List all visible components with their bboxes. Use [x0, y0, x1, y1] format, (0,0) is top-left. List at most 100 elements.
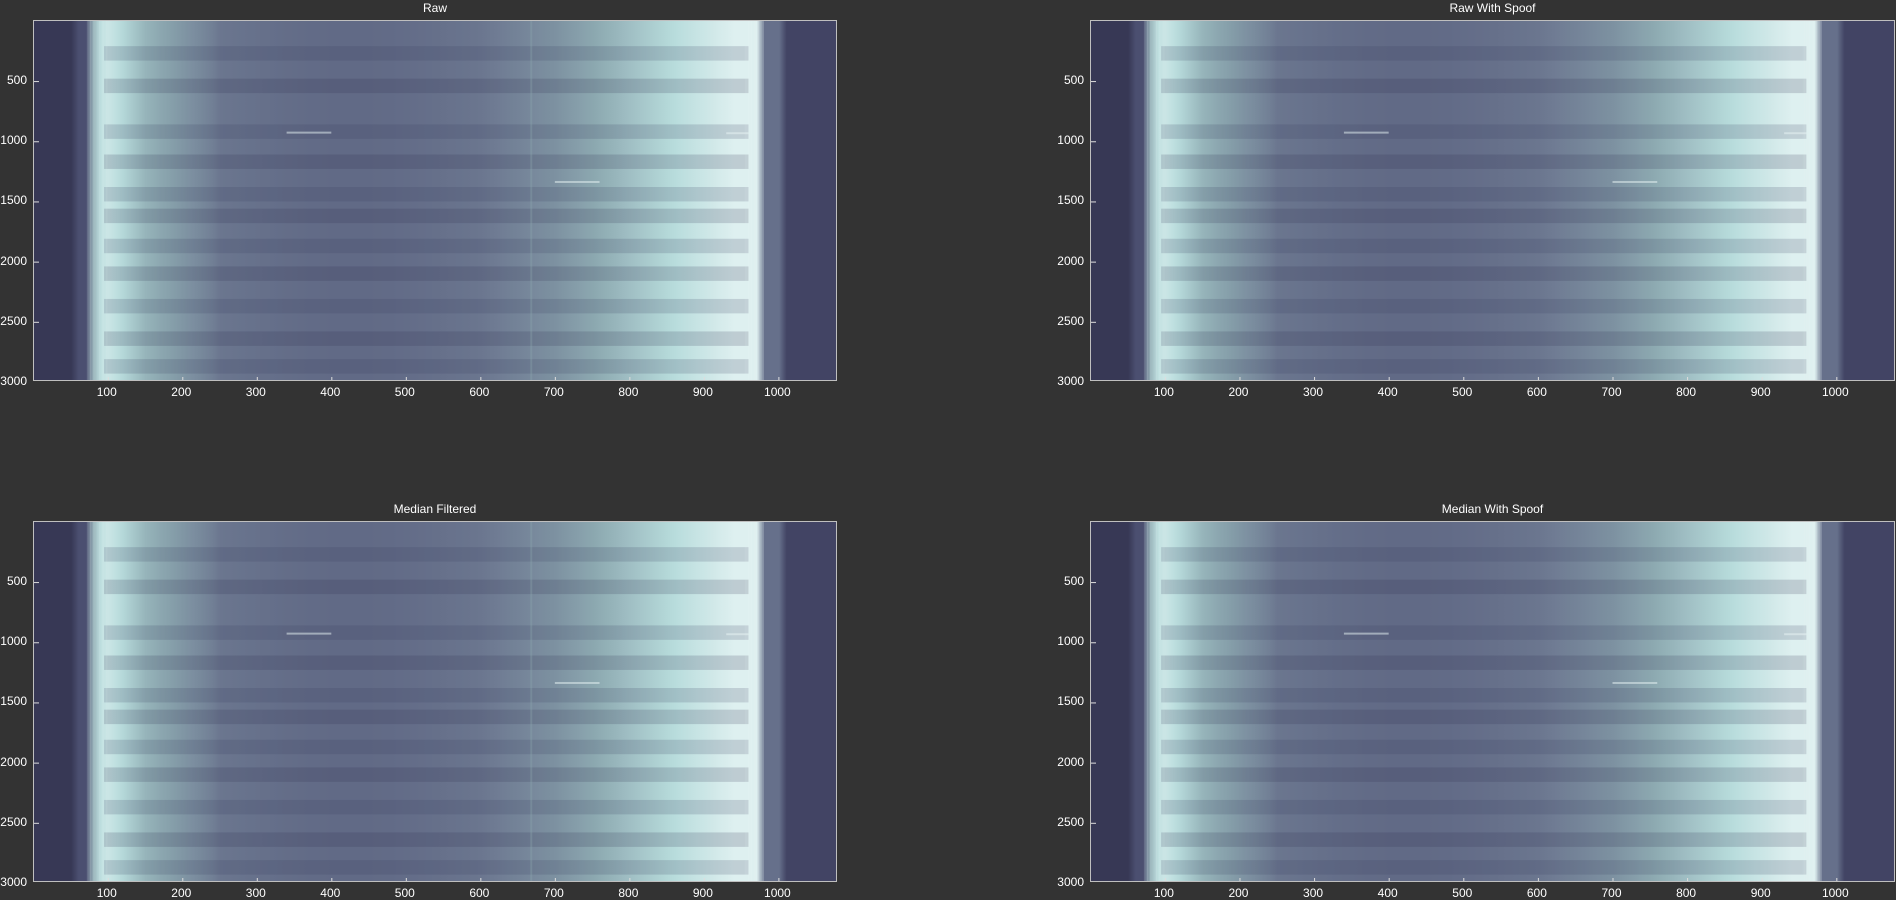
edge-streak [1811, 522, 1813, 881]
y-tick-mark [34, 702, 39, 704]
edge-streak [1817, 522, 1819, 881]
y-tick-label: 3000 [1057, 374, 1084, 388]
x-tick-mark [778, 878, 780, 881]
edge-streak [103, 21, 105, 380]
edge-streak [104, 21, 106, 380]
heatmap-raw [34, 21, 836, 380]
edge-streak [1161, 21, 1163, 380]
edge-streak [1148, 21, 1150, 380]
x-tick-label: 900 [1750, 886, 1771, 900]
edge-streak [88, 21, 90, 380]
edge-streak [1152, 21, 1154, 380]
heatmap-band [1161, 238, 1807, 254]
heatmap-field [34, 21, 836, 380]
edge-streak [756, 522, 758, 881]
y-tick-label: 1500 [0, 694, 27, 709]
heatmap-band [104, 799, 749, 815]
x-tick-label: 200 [1228, 886, 1249, 900]
x-tick-mark [405, 377, 407, 380]
x-tick-label: 500 [394, 886, 415, 900]
x-tick-mark [554, 878, 556, 881]
x-tick-mark [1239, 377, 1241, 380]
x-tick-label: 600 [1526, 886, 1547, 900]
y-tick-label: 2500 [1057, 313, 1084, 328]
edge-streak [91, 522, 93, 881]
edge-streak [1163, 21, 1165, 380]
heatmap-band [1161, 78, 1807, 94]
edge-streak [759, 522, 761, 881]
edge-streak [1811, 21, 1813, 380]
edge-streak [1819, 21, 1821, 380]
heatmap-band [104, 266, 749, 281]
edge-streak [747, 522, 749, 881]
x-tick-label: 400 [320, 886, 341, 900]
y-tick-mark [34, 762, 39, 764]
edge-streak [95, 522, 97, 881]
y-tick-label: 500 [6, 574, 27, 589]
edge-streak [1152, 522, 1154, 881]
x-tick-label: 1000 [764, 385, 791, 399]
y-tick-mark [1091, 321, 1096, 323]
vertical-feature-line [530, 522, 533, 881]
y-tick-mark [34, 261, 39, 263]
edge-streak [103, 522, 105, 881]
x-tick-label: 300 [1303, 886, 1324, 900]
edge-streak [89, 21, 91, 380]
x-tick-mark [256, 878, 258, 881]
heatmap-band [104, 331, 749, 346]
heatmap-raw-with-spoof [1091, 21, 1894, 380]
heatmap-band [1161, 186, 1807, 202]
heatmap-band [1161, 832, 1807, 847]
y-tick-label: 2500 [0, 313, 27, 328]
edge-streak [86, 522, 88, 881]
x-tick-mark [1239, 878, 1241, 881]
x-tick-mark [1388, 377, 1390, 380]
heatmap-glint [554, 681, 600, 684]
heatmap-band [104, 739, 749, 755]
plot-area-raw-with-spoof [1090, 20, 1895, 381]
edge-streak [758, 522, 760, 881]
x-tick-mark [554, 377, 556, 380]
y-tick-mark [34, 321, 39, 323]
edge-streak [1807, 522, 1809, 881]
edge-streak [762, 522, 764, 881]
y-tick-mark [1091, 582, 1096, 584]
x-tick-mark [1761, 878, 1763, 881]
plot-area-median-filtered [33, 521, 837, 882]
edge-streak [747, 21, 749, 380]
edge-streak [1161, 522, 1163, 881]
y-tick-label: 2500 [0, 814, 27, 829]
heatmap-median-filtered [34, 522, 836, 881]
x-tick-mark [1314, 878, 1316, 881]
x-tick-label: 400 [320, 385, 341, 399]
heatmap-band [1161, 709, 1807, 725]
edge-streak [1154, 522, 1156, 881]
x-tick-label: 200 [171, 385, 192, 399]
heatmap-band [104, 298, 749, 314]
heatmap-band [1161, 124, 1807, 139]
heatmap-glint [726, 633, 749, 636]
heatmap-band [1161, 687, 1807, 703]
y-tick-mark [34, 81, 39, 83]
heatmap-band [1161, 655, 1807, 670]
x-tick-mark [1687, 377, 1689, 380]
edge-streak [1163, 522, 1165, 881]
plot-area-raw [33, 20, 837, 381]
edge-streak [1151, 21, 1153, 380]
x-tick-label: 500 [1452, 385, 1473, 399]
y-tick-label: 500 [1063, 574, 1084, 589]
edge-streak [1155, 522, 1157, 881]
edge-streak [1804, 21, 1806, 380]
edge-streak [1151, 522, 1153, 881]
edge-streak [753, 522, 755, 881]
x-tick-label: 200 [1228, 385, 1249, 399]
x-tick-mark [1164, 878, 1166, 881]
y-tick-mark [1091, 81, 1096, 83]
edge-streak [752, 21, 754, 380]
y-tick-label: 1000 [0, 133, 27, 148]
heatmap-band [1161, 767, 1807, 782]
x-tick-label: 500 [1452, 886, 1473, 900]
heatmap-band [104, 832, 749, 847]
edge-streak [1817, 21, 1819, 380]
edge-streak [94, 21, 96, 380]
